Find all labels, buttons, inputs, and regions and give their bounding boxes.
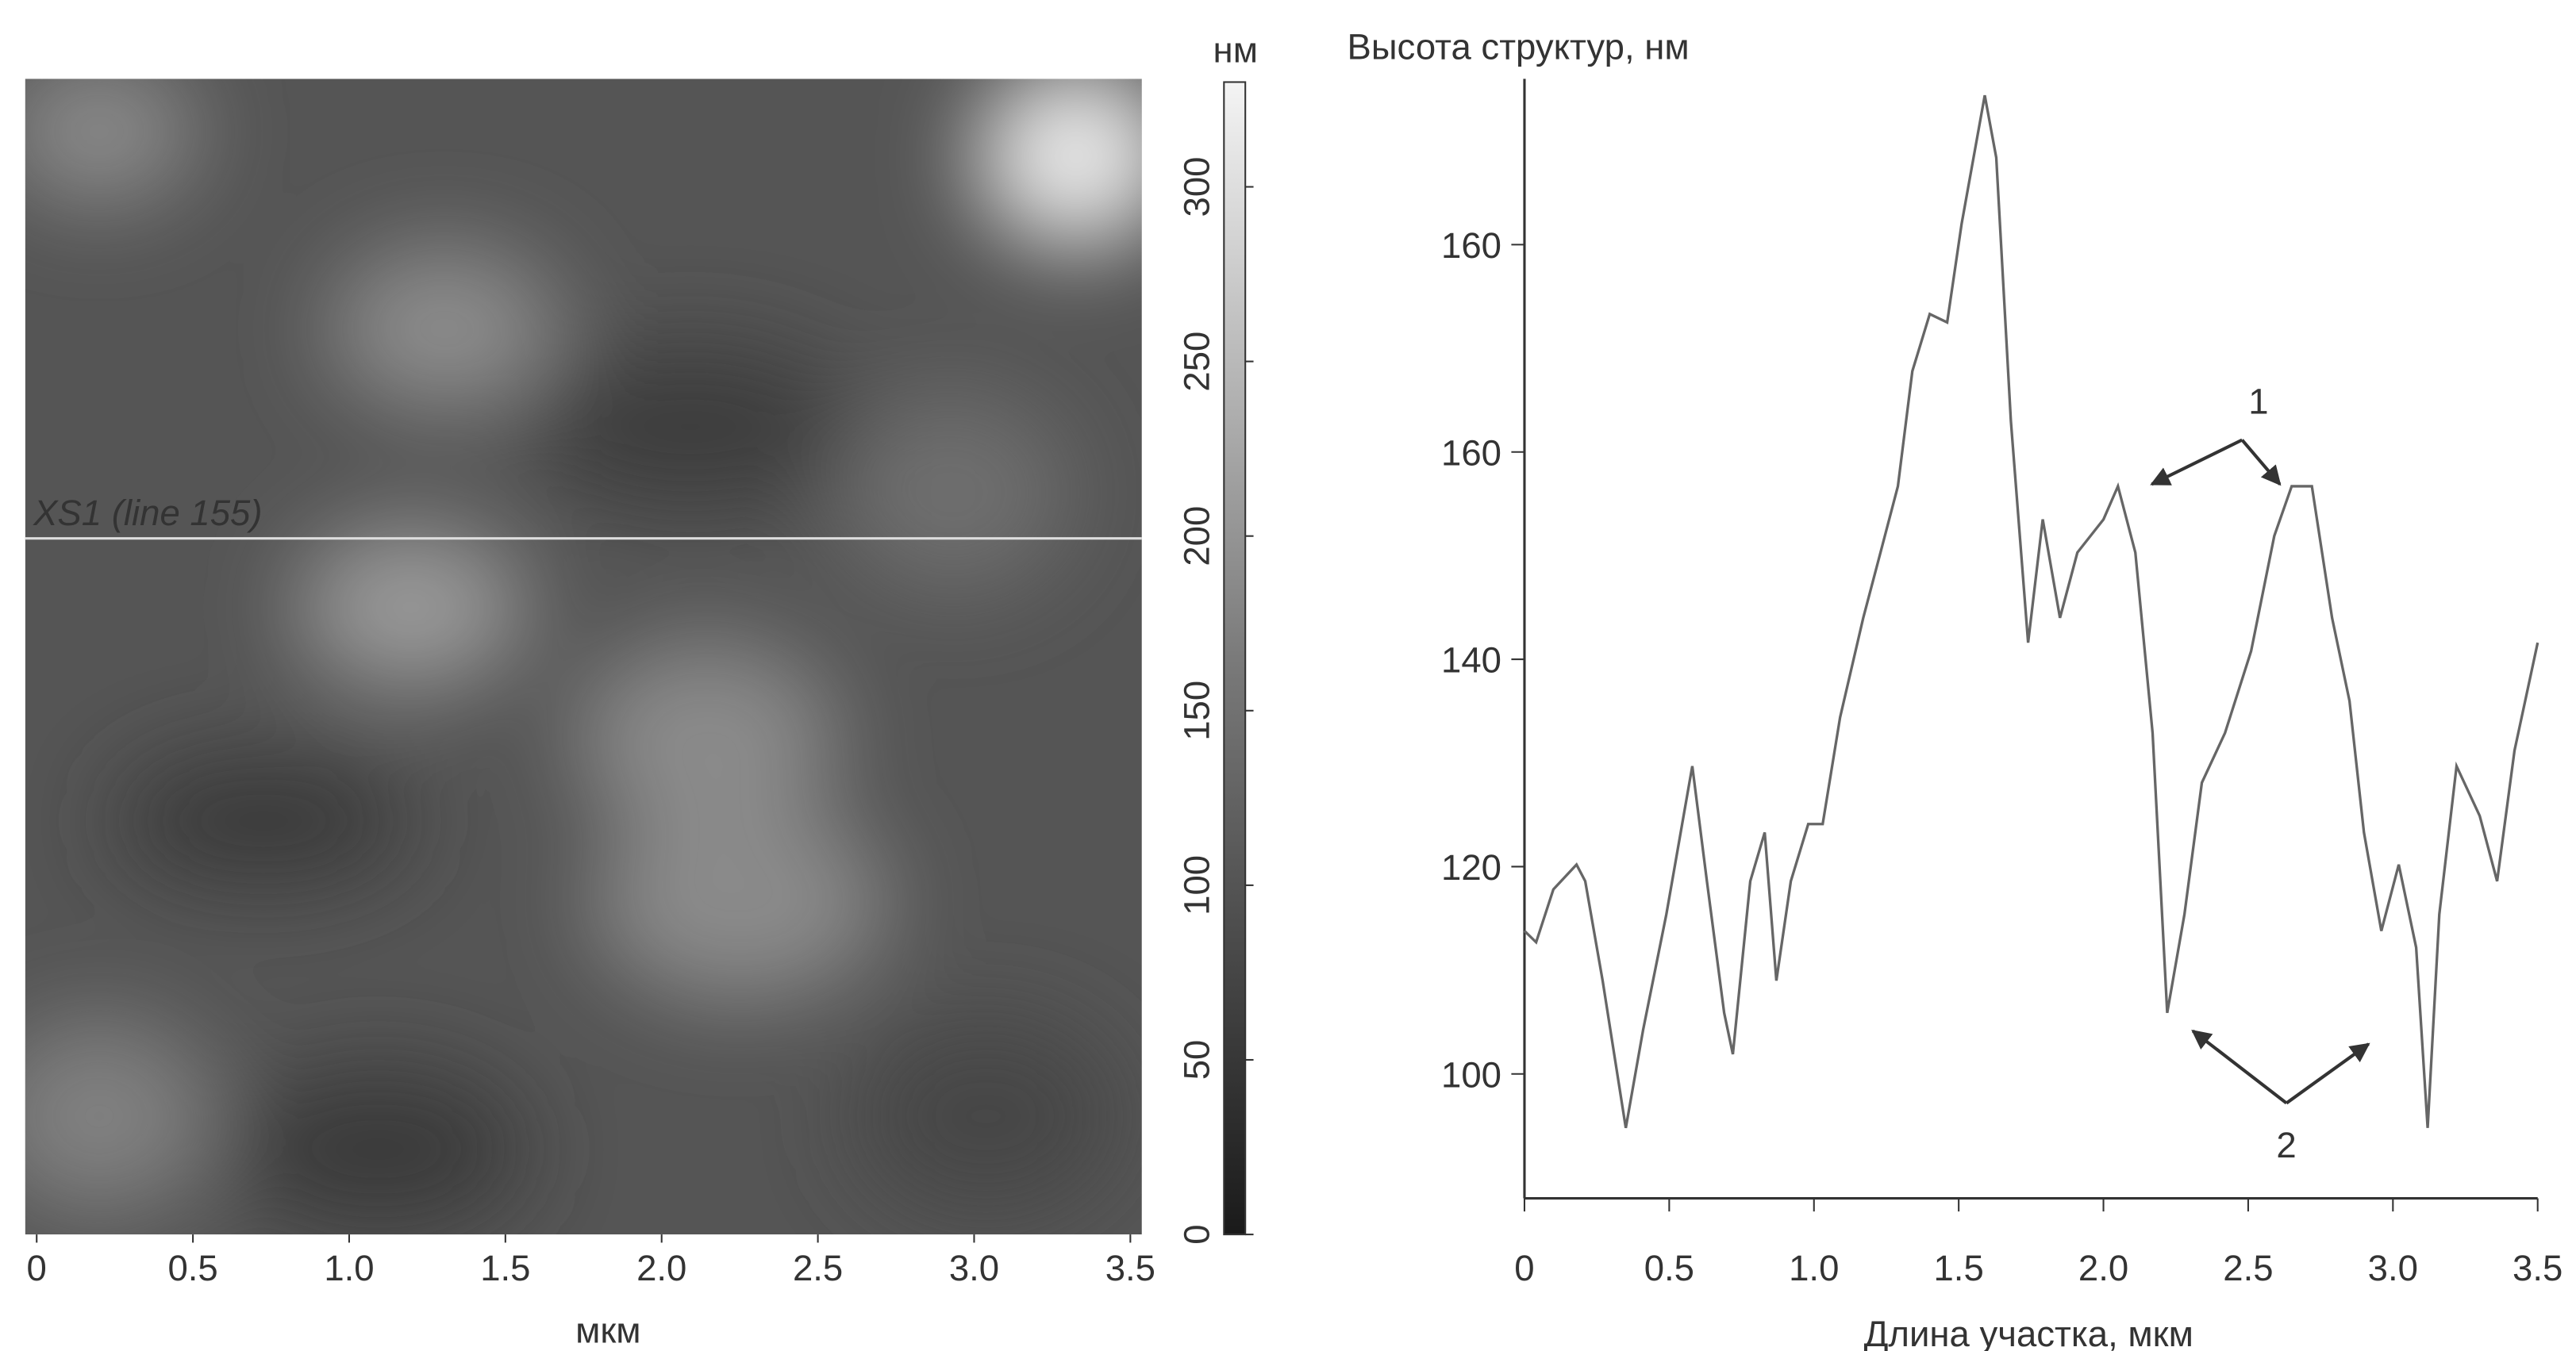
colorbar-tick-label: 300 (1177, 157, 1217, 217)
colorbar-tick-label: 50 (1177, 1040, 1217, 1080)
y-tick-label: 120 (1441, 847, 1501, 888)
annotation-label: 2 (2276, 1125, 2296, 1165)
x-tick-label: 3.0 (949, 1248, 999, 1288)
colorbar-tick-label: 250 (1177, 332, 1217, 392)
x-tick-label: 3.0 (2368, 1248, 2418, 1288)
colorbar-tick-label: 0 (1177, 1224, 1217, 1244)
afm-image (25, 79, 1142, 1235)
y-tick-label: 100 (1441, 1054, 1501, 1095)
colorbar-tick-label: 150 (1177, 681, 1217, 741)
x-tick-label: 1.5 (480, 1248, 530, 1288)
annotation-arrow (2240, 439, 2282, 486)
x-axis-label: Длина участка, мкм (1864, 1314, 2193, 1351)
x-tick-label: 1.0 (324, 1248, 374, 1288)
surface-features (25, 79, 1142, 1231)
x-axis-label: мкм (575, 1311, 641, 1351)
y-tick-label: 160 (1441, 432, 1501, 473)
x-tick-label: 0 (27, 1248, 47, 1288)
x-tick-label: 1.5 (1934, 1248, 1984, 1288)
x-tick-label: 0.5 (1644, 1248, 1694, 1288)
x-tick-label: 2.5 (793, 1248, 843, 1288)
x-tick-label: 2.5 (2223, 1248, 2273, 1288)
x-tick-label: 3.5 (1105, 1248, 1155, 1288)
x-tick-label: 2.0 (2078, 1248, 2128, 1288)
annotation-arrow (2150, 438, 2243, 486)
x-tick-label: 0.5 (167, 1248, 217, 1288)
x-tick-label: 3.5 (2513, 1248, 2563, 1288)
annotation-arrow (2191, 1029, 2288, 1105)
annotation-arrow (2285, 1042, 2370, 1105)
colorbar (1223, 81, 1247, 1236)
x-tick-label: 2.0 (636, 1248, 686, 1288)
profile-annotation: XS1 (line 155) (33, 493, 262, 533)
colorbar-tick-label: 100 (1177, 855, 1217, 915)
profile-line (1523, 94, 2539, 1129)
y-axis-label: Высота структур, нм (1347, 26, 1689, 67)
y-tick-label: 140 (1441, 640, 1501, 681)
y-tick-label: 160 (1441, 225, 1501, 266)
annotation-label: 1 (2248, 381, 2268, 421)
colorbar-tick-label: 200 (1177, 506, 1217, 566)
x-tick-label: 0 (1514, 1248, 1534, 1288)
colorbar-label: нм (1213, 30, 1258, 71)
x-tick-label: 1.0 (1789, 1248, 1839, 1288)
